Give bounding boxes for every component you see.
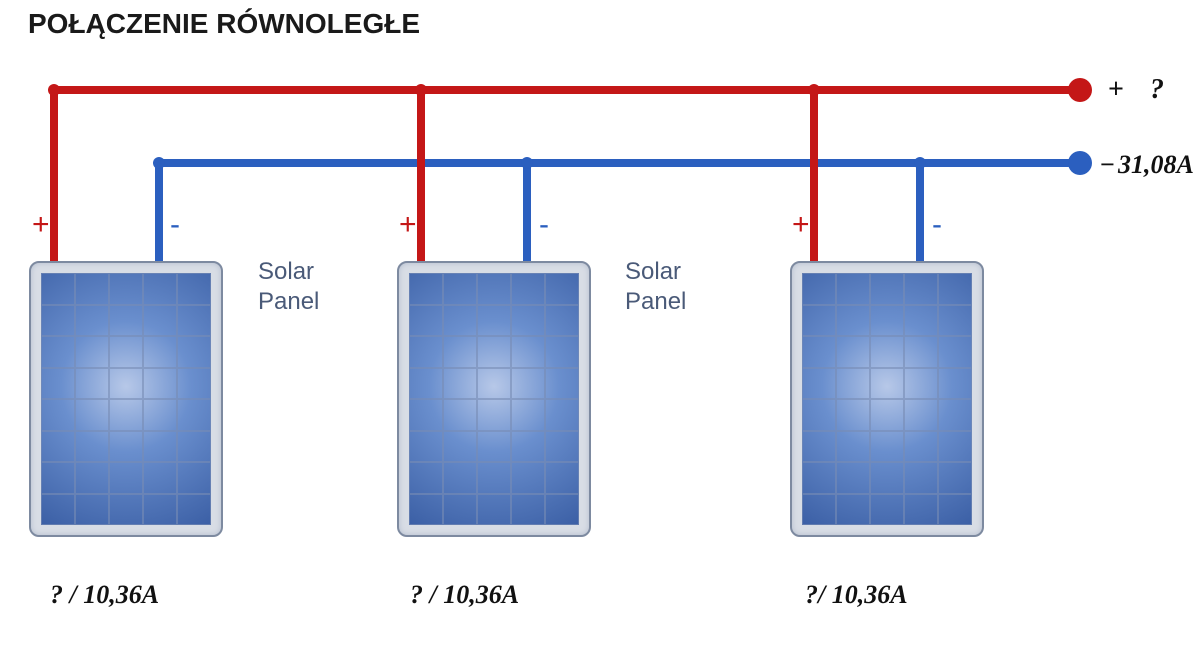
neg-junction-1 [521, 157, 533, 169]
panel-rating-1: ? / 10,36A [410, 580, 519, 610]
solar-panel-0 [29, 261, 223, 537]
panel-neg-sign-0: - [170, 208, 180, 242]
panel-neg-sign-2: - [932, 208, 942, 242]
diagram-title: POŁĄCZENIE RÓWNOLEGŁE [28, 8, 420, 40]
panel-pos-sign-1: + [399, 208, 417, 242]
positive-terminal-node [1068, 78, 1092, 102]
diagram-stage: POŁĄCZENIE RÓWNOLEGŁE +? −31,08A + - ? / 10,3… [0, 0, 1200, 672]
pos-junction-2 [808, 84, 820, 96]
negative-terminal-node [1068, 151, 1092, 175]
negative-bus [155, 159, 1080, 167]
panel-pos-sign-2: + [792, 208, 810, 242]
neg-junction-2 [914, 157, 926, 169]
positive-bus [50, 86, 1080, 94]
negative-drop-0 [155, 159, 163, 261]
negative-terminal-value: 31,08A [1118, 150, 1194, 180]
positive-drop-1 [417, 86, 425, 261]
negative-drop-2 [916, 159, 924, 261]
panel-pos-sign-0: + [32, 208, 50, 242]
negative-terminal-sign: − [1100, 150, 1115, 180]
positive-terminal-value: ? [1150, 74, 1164, 106]
solar-panel-2 [790, 261, 984, 537]
solar-panel-label-0-l2: Panel [258, 288, 319, 316]
panel-neg-sign-1: - [539, 208, 549, 242]
solar-panel-label-0-l1: Solar [258, 258, 314, 286]
solar-panel-1 [397, 261, 591, 537]
panel-rating-2: ?/ 10,36A [805, 580, 908, 610]
negative-drop-1 [523, 159, 531, 261]
pos-junction-1 [415, 84, 427, 96]
neg-junction-0 [153, 157, 165, 169]
pos-junction-0 [48, 84, 60, 96]
solar-panel-label-1-l2: Panel [625, 288, 686, 316]
positive-drop-2 [810, 86, 818, 261]
panel-rating-0: ? / 10,36A [50, 580, 159, 610]
solar-panel-label-1-l1: Solar [625, 258, 681, 286]
positive-terminal-sign: + [1108, 74, 1124, 106]
positive-drop-0 [50, 86, 58, 261]
